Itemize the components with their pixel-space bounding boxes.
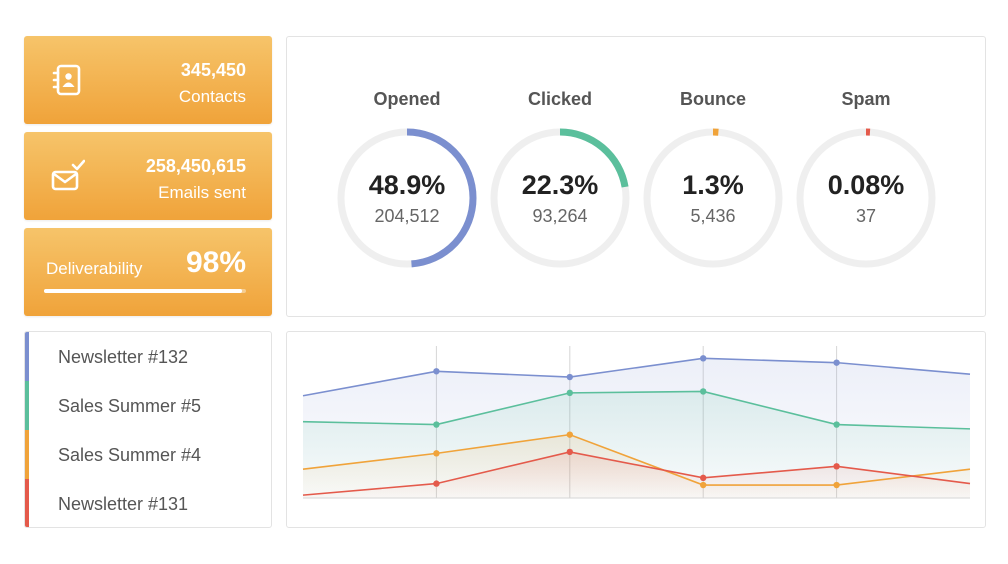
data-point <box>700 474 707 482</box>
campaign-item-sales-summer-4[interactable]: Sales Summer #4 <box>25 430 271 479</box>
campaign-label: Newsletter #132 <box>58 347 189 367</box>
data-point <box>700 355 707 362</box>
metrics-panel: Opened 48.9% 204,512 Clicked 22.3% 93,26… <box>286 36 986 317</box>
metric-percent: 0.08% <box>827 170 905 200</box>
series-line <box>302 357 971 397</box>
data-point <box>700 388 707 395</box>
opened-donut <box>337 128 477 268</box>
deliverability-progress-track <box>44 289 246 293</box>
data-point <box>833 463 840 470</box>
series-line <box>302 433 971 486</box>
series-area <box>303 451 970 498</box>
data-point <box>566 373 573 381</box>
campaign-list: Newsletter #132 Sales Summer #5 Sales Su… <box>24 331 272 528</box>
campaign-color-bar <box>25 479 29 527</box>
data-point <box>433 421 440 428</box>
contacts-book-icon <box>52 64 81 96</box>
campaign-item-sales-summer-5[interactable]: Sales Summer #5 <box>25 381 271 430</box>
campaign-color-bar <box>25 381 29 430</box>
donut-arc <box>643 128 783 268</box>
data-point <box>833 421 840 428</box>
clicked-donut <box>490 128 630 268</box>
data-point <box>566 448 573 456</box>
series-line <box>302 390 971 430</box>
deliverability-value: 98% <box>185 246 246 279</box>
metric-percent: 22.3% <box>521 170 599 200</box>
metric-count: 93,264 <box>532 206 588 226</box>
contacts-label: Contacts <box>178 87 246 106</box>
campaign-color-bar <box>25 430 29 479</box>
metric-count: 204,512 <box>374 206 440 226</box>
contacts-card[interactable]: 345,450 Contacts <box>24 36 272 124</box>
metric-count: 5,436 <box>690 206 736 226</box>
emails-sent-label: Emails sent <box>158 183 246 202</box>
deliverability-progress-fill <box>44 289 242 293</box>
data-point <box>433 480 440 487</box>
data-point <box>566 431 573 438</box>
campaign-chart-panel <box>286 331 986 528</box>
deliverability-label: Deliverability <box>46 259 143 278</box>
campaign-item-newsletter-131[interactable]: Newsletter #131 <box>25 479 271 527</box>
data-point <box>433 368 440 375</box>
deliverability-card[interactable]: Deliverability 98% <box>24 228 272 316</box>
data-point <box>700 481 707 489</box>
metric-title: Clicked <box>527 89 593 109</box>
data-point <box>433 450 440 457</box>
campaign-label: Sales Summer #4 <box>58 445 202 465</box>
metric-percent: 1.3% <box>682 170 744 200</box>
metric-count: 37 <box>855 206 877 226</box>
campaign-item-newsletter-132[interactable]: Newsletter #132 <box>25 332 271 381</box>
contacts-count: 345,450 <box>180 60 246 80</box>
data-point <box>833 481 840 489</box>
campaign-label: Sales Summer #5 <box>58 396 202 416</box>
donut-arc <box>796 128 936 268</box>
series-line <box>302 451 971 496</box>
campaign-label: Newsletter #131 <box>58 494 189 514</box>
campaign-color-bar <box>25 332 29 381</box>
donut-arc <box>337 128 477 268</box>
data-point <box>833 359 840 366</box>
bounce-donut <box>643 128 783 268</box>
metric-percent: 48.9% <box>368 170 446 200</box>
emails-sent-count: 258,450,615 <box>145 156 246 176</box>
donut-arc <box>490 128 630 268</box>
metric-title: Opened <box>373 89 441 109</box>
spam-donut <box>796 128 936 268</box>
metric-title: Bounce <box>679 89 746 109</box>
emails-sent-card[interactable]: 258,450,615 Emails sent <box>24 132 272 220</box>
campaign-area-chart[interactable] <box>287 332 985 527</box>
data-point <box>566 389 573 397</box>
email-sent-icon <box>51 159 85 191</box>
metric-title: Spam <box>841 89 891 109</box>
